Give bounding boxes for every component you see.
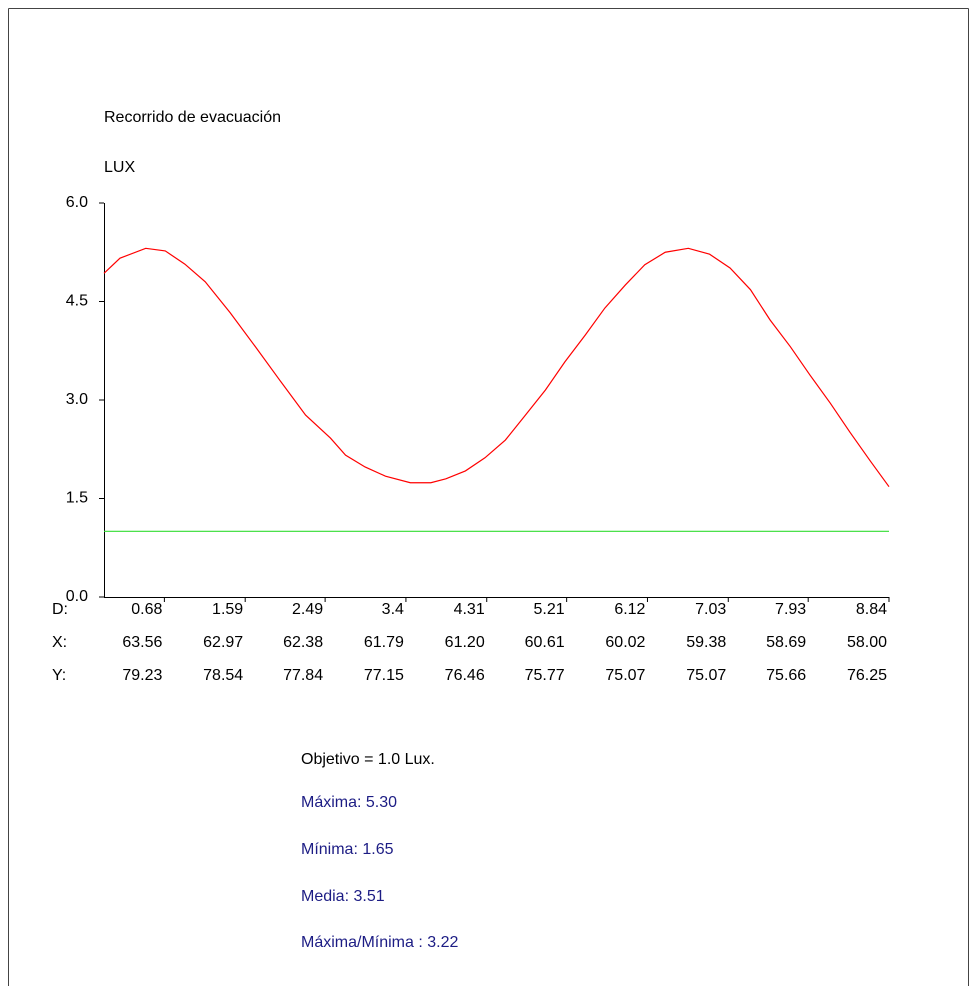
x-tick-label: 8.84 xyxy=(856,601,887,618)
y-row-value: 75.07 xyxy=(605,667,645,684)
y-axis-label: LUX xyxy=(104,159,135,176)
y-row-value: 75.07 xyxy=(686,667,726,684)
row-label: Y: xyxy=(52,667,66,684)
x-row-value: 63.56 xyxy=(122,634,162,651)
stat-text: Media: 3.51 xyxy=(301,888,385,905)
y-tick-label: 0.0 xyxy=(66,588,88,605)
x-tick-label: 5.21 xyxy=(534,601,565,618)
row-label: X: xyxy=(52,634,67,651)
x-row-value: 58.69 xyxy=(766,634,806,651)
row-label: D: xyxy=(52,601,68,618)
x-tick-label: 6.12 xyxy=(614,601,645,618)
y-row-value: 78.54 xyxy=(203,667,243,684)
x-tick-label: 3.4 xyxy=(382,601,404,618)
x-tick-label: 7.03 xyxy=(695,601,726,618)
y-row-value: 75.66 xyxy=(766,667,806,684)
x-row-value: 60.02 xyxy=(605,634,645,651)
y-row-value: 77.15 xyxy=(364,667,404,684)
chart-title: Recorrido de evacuación xyxy=(104,109,281,126)
stat-text: Mínima: 1.65 xyxy=(301,841,394,858)
x-row-value: 61.79 xyxy=(364,634,404,651)
x-row-value: 62.38 xyxy=(283,634,323,651)
objective-text: Objetivo = 1.0 Lux. xyxy=(301,751,435,768)
y-row-value: 77.84 xyxy=(283,667,323,684)
x-tick-label: 4.31 xyxy=(454,601,485,618)
y-row-value: 75.77 xyxy=(525,667,565,684)
y-row-value: 79.23 xyxy=(122,667,162,684)
y-tick-label: 4.5 xyxy=(66,293,88,310)
stat-text: Máxima/Mínima : 3.22 xyxy=(301,934,458,951)
y-row-value: 76.46 xyxy=(445,667,485,684)
y-row-value: 76.25 xyxy=(847,667,887,684)
x-tick-label: 1.59 xyxy=(212,601,243,618)
x-tick-label: 7.93 xyxy=(775,601,806,618)
y-tick-label: 1.5 xyxy=(66,490,88,507)
x-tick-label: 2.49 xyxy=(292,601,323,618)
y-tick-label: 6.0 xyxy=(66,194,88,211)
stat-text: Máxima: 5.30 xyxy=(301,794,397,811)
y-tick-label: 3.0 xyxy=(66,391,88,408)
x-row-value: 59.38 xyxy=(686,634,726,651)
x-row-value: 60.61 xyxy=(525,634,565,651)
x-tick-label: 0.68 xyxy=(131,601,162,618)
x-row-value: 61.20 xyxy=(445,634,485,651)
data-line xyxy=(103,247,890,488)
x-row-value: 58.00 xyxy=(847,634,887,651)
x-row-value: 62.97 xyxy=(203,634,243,651)
